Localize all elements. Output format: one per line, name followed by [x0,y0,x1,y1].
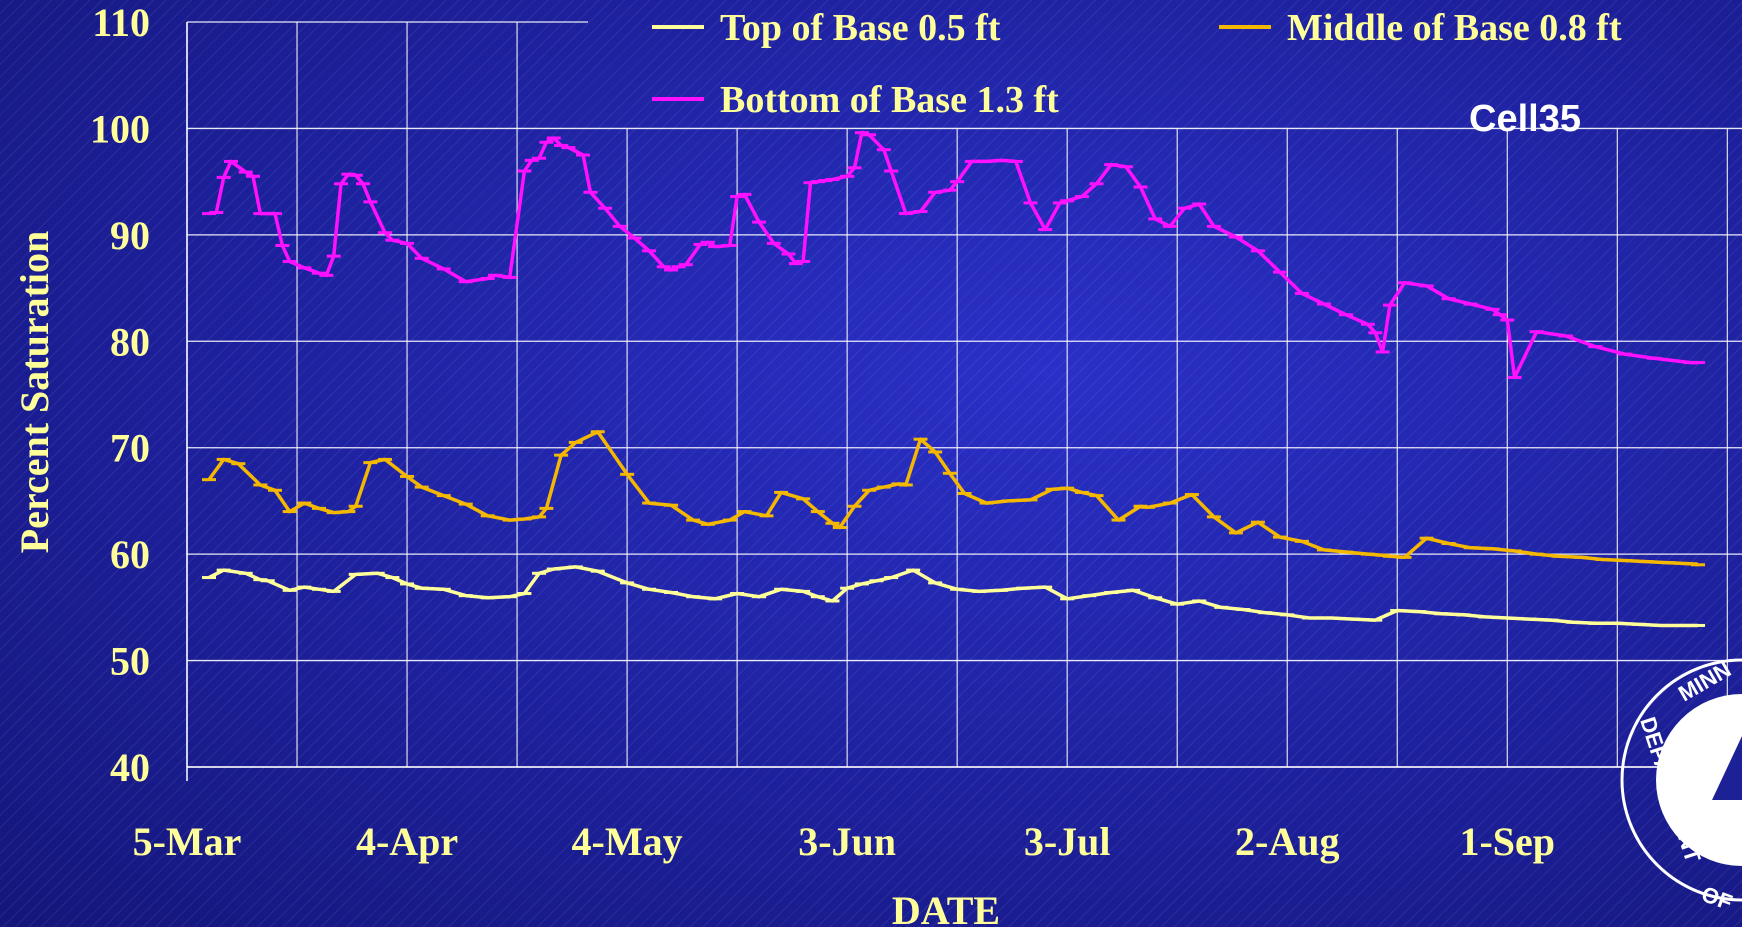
y-tick-label: 100 [90,106,150,151]
x-tick-label: 5-Mar [133,819,242,864]
y-tick-label: 70 [110,426,150,471]
x-tick-labels: 5-Mar 4-Apr 4-May 3-Jun 3-Jul 2-Aug 1-Sep [133,819,1555,864]
y-tick-label: 110 [92,0,150,45]
legend-label: Top of Base 0.5 ft [720,7,1001,49]
x-tick-label: 1-Sep [1459,819,1555,864]
x-tick-label: 3-Jul [1024,819,1111,864]
cell-label: Cell35 [1469,98,1581,140]
y-tick-label: 50 [110,639,150,684]
logo-ring [1620,658,1742,902]
y-tick-label: 40 [110,745,150,790]
series-line [208,565,1698,628]
series-lines [202,130,1705,628]
x-tick-label: 4-Apr [356,819,458,864]
x-tick-label: 4-May [572,819,683,864]
y-tick-label: 60 [110,532,150,577]
legend-label: Bottom of Base 1.3 ft [720,79,1059,121]
x-tick-label: 2-Aug [1235,819,1339,864]
x-tick-label: 3-Jun [798,819,896,864]
y-tick-labels: 40 50 60 70 80 90 100 110 [90,0,150,790]
legend: Top of Base 0.5 ft Middle of Base 0.8 ft B… [652,7,1622,121]
series-line [207,430,1699,567]
logo-disc [1656,694,1742,866]
grid-lines [186,21,1742,781]
x-axis-title: DATE [892,888,1000,927]
logo-triangle-icon [1712,736,1742,800]
y-tick-label: 90 [110,213,150,258]
mndot-logo: MINN DEPARTMENT OF [1620,657,1742,915]
legend-label: Middle of Base 0.8 ft [1287,7,1622,49]
logo-text-bottom: OF [1698,881,1735,915]
y-tick-label: 80 [110,319,150,364]
y-axis-title: Percent Saturation [12,231,57,554]
